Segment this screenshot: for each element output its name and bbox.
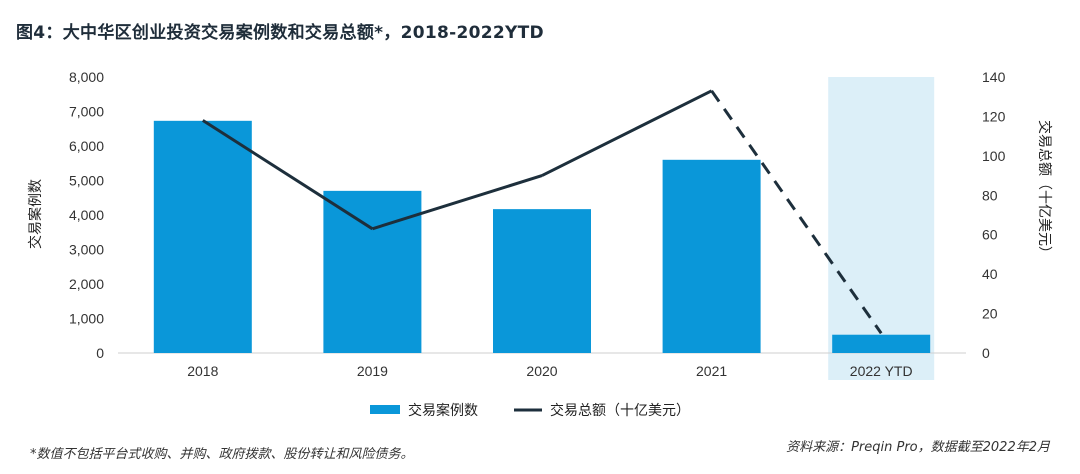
left-tick-label: 5,000 [69, 173, 104, 189]
left-tick-label: 0 [96, 345, 104, 361]
legend: 交易案例数 交易总额（十亿美元） [370, 402, 690, 419]
right-tick-label: 20 [982, 306, 998, 322]
left-tick-label: 7,000 [69, 104, 104, 120]
left-tick-label: 3,000 [69, 242, 104, 258]
right-tick-label: 120 [982, 108, 1006, 124]
source-note: 资料来源：Preqin Pro，数据截至2022年2月 [786, 440, 1050, 455]
x-tick-label: 2019 [357, 363, 388, 379]
left-tick-label: 1,000 [69, 311, 104, 327]
x-tick-label: 2021 [696, 363, 727, 379]
left-axis-ticks: 8,000 7,000 6,000 5,000 4,000 3,000 2,000 1,000… [69, 69, 104, 361]
right-axis-title: 交易总额（十亿美元） [1036, 120, 1053, 260]
bar-2022-ytd [832, 334, 931, 353]
line-segment-2 [541, 89, 713, 177]
chart-title: 图4：大中华区创业投资交易案例数和交易总额*，2018-2022YTD [16, 23, 544, 43]
left-tick-label: 2,000 [69, 276, 104, 292]
right-tick-label: 80 [982, 187, 998, 203]
bar-2018 [153, 120, 252, 353]
x-tick-label: 2020 [526, 363, 557, 379]
right-tick-label: 0 [982, 345, 990, 361]
line-segment-1 [371, 174, 543, 231]
bar-series [153, 120, 931, 353]
line-series [201, 89, 883, 335]
right-tick-label: 60 [982, 227, 998, 243]
legend-bar-label: 交易案例数 [408, 402, 478, 419]
left-tick-label: 4,000 [69, 207, 104, 223]
right-tick-label: 40 [982, 266, 998, 282]
footnote: *数值不包括平台式收购、并购、政府拨款、股份转让和风险债务。 [30, 447, 414, 462]
left-tick-label: 6,000 [69, 138, 104, 154]
highlight-band-2022ytd [828, 77, 935, 380]
x-tick-label: 2022 YTD [850, 363, 913, 379]
right-axis-ticks: 140 120 100 80 60 40 20 0 [982, 69, 1006, 361]
bar-2019 [323, 190, 422, 353]
line-segment-3 [710, 89, 883, 335]
left-axis-title: 交易案例数 [27, 179, 44, 249]
bar-2021 [662, 159, 761, 353]
legend-line-label: 交易总额（十亿美元） [550, 402, 690, 419]
x-tick-label: 2018 [187, 363, 218, 379]
bar-2020 [493, 209, 591, 353]
left-tick-label: 8,000 [69, 69, 104, 85]
right-tick-label: 140 [982, 69, 1006, 85]
line-segment-0 [201, 119, 374, 231]
x-axis-ticks: 2018 2019 2020 2021 2022 YTD [187, 363, 912, 379]
legend-bar-swatch [370, 405, 400, 414]
right-tick-label: 100 [982, 148, 1006, 164]
